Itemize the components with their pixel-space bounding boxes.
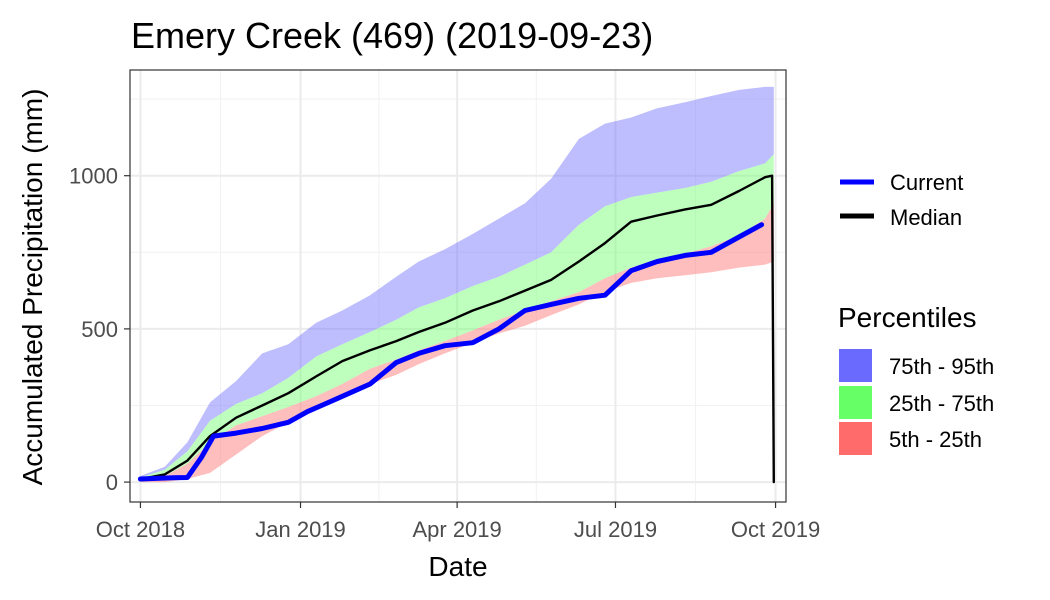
legend-25-75-label: 25th - 75th [889, 391, 994, 416]
series-line-current [137, 222, 765, 482]
legend-25-75-key [839, 386, 872, 419]
legend-5-25-key [839, 422, 872, 455]
y-axis-title: Accumulated Precipitation (mm) [17, 89, 48, 486]
series-lines [137, 174, 775, 484]
y-axis: 0 500 1000 [69, 164, 130, 495]
legend-percentiles-title: Percentiles [838, 302, 977, 333]
x-axis-title: Date [428, 551, 487, 582]
x-tick-label: Oct 2018 [96, 517, 185, 542]
x-tick-label: Jul 2019 [574, 517, 657, 542]
legend-75-95-label: 75th - 95th [889, 354, 994, 379]
legend-75-95-key [839, 349, 872, 382]
x-tick-label: Jan 2019 [255, 517, 346, 542]
y-tick-label: 500 [81, 317, 118, 342]
chart-title: Emery Creek (469) (2019-09-23) [131, 15, 653, 56]
legend: Current Median Percentiles 75th - 95th 2… [838, 170, 994, 455]
x-tick-label: Apr 2019 [412, 517, 501, 542]
band-75th-95th [140, 86, 774, 478]
legend-current-label: Current [890, 170, 963, 195]
x-axis: Oct 2018 Jan 2019 Apr 2019 Jul 2019 Oct 2019 [96, 502, 820, 542]
y-tick-label: 1000 [69, 164, 118, 189]
x-tick-label: Oct 2019 [731, 517, 820, 542]
plot-panel [129, 69, 787, 503]
series-line-median [139, 174, 775, 484]
y-tick-label: 0 [106, 470, 118, 495]
legend-5-25-label: 5th - 25th [889, 427, 982, 452]
legend-median-label: Median [890, 205, 962, 230]
plot-border [129, 69, 787, 503]
